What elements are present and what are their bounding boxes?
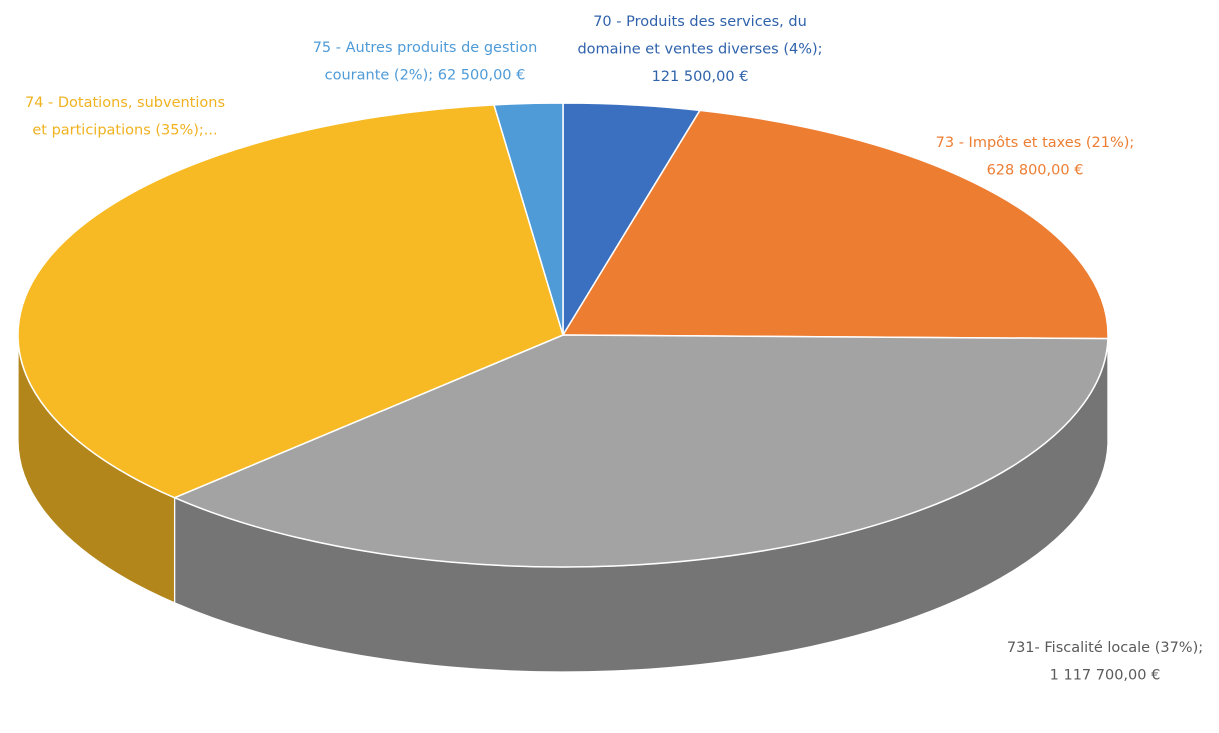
data-label: 731- Fiscalité locale (37%); 1 117 700,00…: [1007, 640, 1203, 684]
data-label: 75 - Autres produits de gestion courante …: [313, 40, 538, 84]
data-label-line: 1 117 700,00 €: [1050, 668, 1161, 684]
data-label-line: 70 - Produits des services, du: [593, 14, 807, 30]
data-label: 74 - Dotations, subventions et participat…: [25, 95, 225, 139]
data-label-line: courante (2%); 62 500,00 €: [325, 68, 526, 84]
slice-tops: [17, 102, 1109, 568]
data-label-line: domaine et ventes diverses (4%);: [577, 42, 822, 58]
slice: [172, 334, 1109, 568]
slice: [17, 104, 564, 499]
data-label-line: 121 500,00 €: [652, 69, 749, 85]
slice: [493, 102, 564, 336]
data-label-line: 731- Fiscalité locale (37%);: [1007, 640, 1203, 656]
data-label-line: et participations (35%);...: [32, 123, 217, 139]
data-label-line: 73 - Impôts et taxes (21%);: [936, 135, 1135, 151]
data-label: 70 - Produits des services, du domaine et…: [577, 14, 822, 85]
data-label-line: 75 - Autres produits de gestion: [313, 40, 538, 56]
data-label-line: 628 800,00 €: [987, 163, 1084, 179]
data-label-line: 74 - Dotations, subventions: [25, 95, 225, 111]
data-label: 73 - Impôts et taxes (21%); 628 800,00 €: [936, 135, 1135, 179]
slice: [561, 109, 1109, 340]
